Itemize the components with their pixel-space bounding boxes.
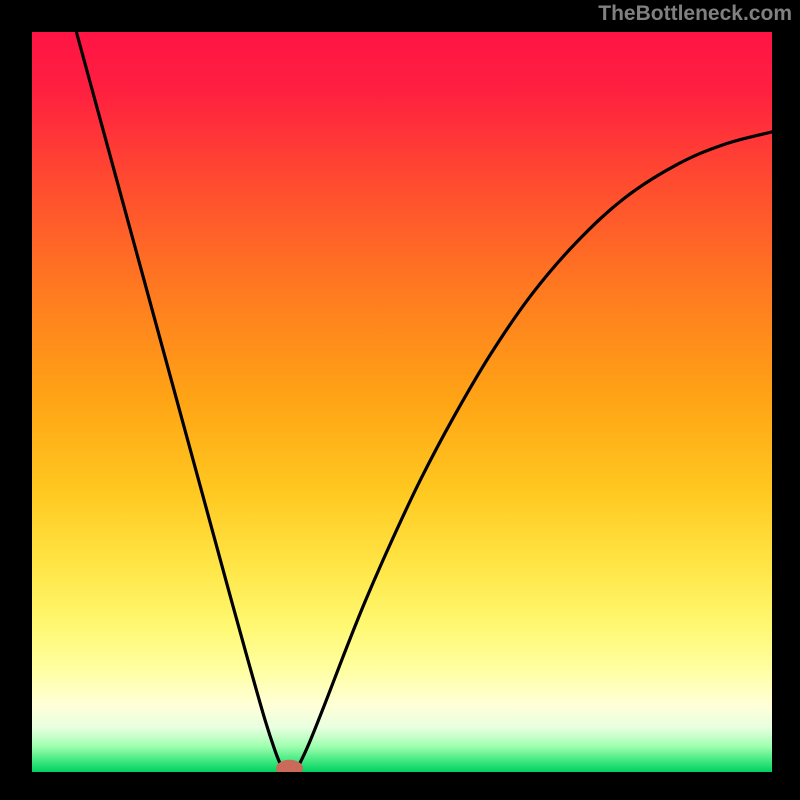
plot-area <box>32 32 772 772</box>
curve-layer <box>32 32 772 772</box>
curve-left-branch <box>76 32 285 771</box>
watermark-text: TheBottleneck.com <box>598 2 792 26</box>
chart-container: TheBottleneck.com <box>0 0 800 800</box>
minimum-marker <box>277 760 303 772</box>
curve-right-branch <box>295 132 772 771</box>
